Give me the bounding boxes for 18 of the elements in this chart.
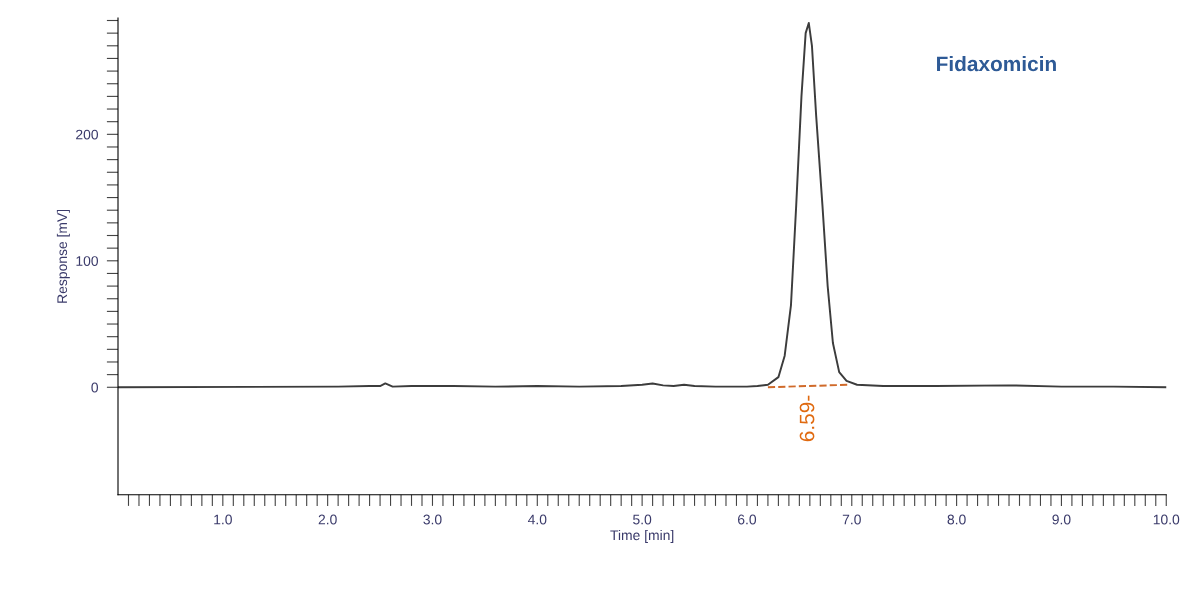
x-tick-label: 9.0: [1052, 514, 1071, 525]
annotation: 6.59-: [799, 395, 815, 442]
x-tick-label: 8.0: [947, 514, 966, 525]
x-tick-label: 6.0: [738, 514, 757, 525]
annotation: Fidaxomicin: [937, 55, 1056, 72]
line-series: [118, 22, 1167, 389]
y-tick-label: 100: [76, 256, 99, 266]
x-tick-label: 5.0: [633, 514, 652, 525]
x-tick-label: 1.0: [214, 514, 232, 525]
y-tick-label: 200: [76, 129, 99, 140]
x-tick-label: 4.0: [527, 514, 547, 525]
x-axis-title: Time [min]: [610, 529, 674, 543]
x-tick-label: 3.0: [423, 514, 442, 525]
x-tick-label: 2.0: [318, 514, 337, 525]
y-axis-title: Response [mV]: [56, 209, 70, 303]
x-tick-label: 10.0: [1153, 514, 1180, 525]
x-tick-label: 7.0: [842, 514, 861, 525]
y-tick-label: 0: [91, 382, 99, 393]
